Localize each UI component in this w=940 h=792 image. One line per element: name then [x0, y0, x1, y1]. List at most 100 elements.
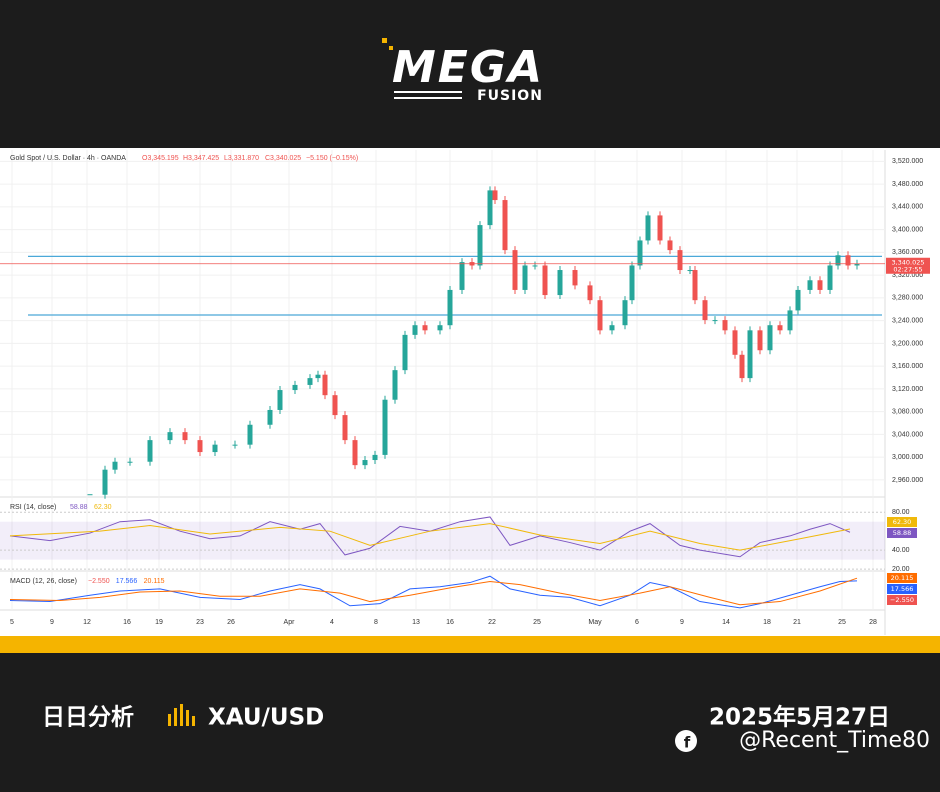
x-tick-label: 9 — [680, 619, 684, 626]
facebook-icon — [675, 730, 697, 752]
y-tick-label: 3,520.000 — [892, 158, 923, 165]
y-tick-label: 3,040.000 — [892, 431, 923, 438]
price-label: 3,340.025 — [891, 258, 924, 266]
x-tick-label: 4 — [330, 619, 334, 626]
candle — [687, 270, 693, 272]
y-tick-label: 3,320.000 — [892, 272, 923, 279]
chart-title: Gold Spot / U.S. Dollar · 4h · OANDA — [10, 155, 126, 162]
candle — [827, 265, 833, 290]
chart-panel — [0, 148, 940, 636]
x-tick-label: May — [588, 619, 602, 626]
candle — [787, 310, 793, 331]
legend-value: 62.30 — [94, 504, 112, 511]
x-tick-label: 18 — [763, 619, 771, 626]
candle — [767, 325, 773, 351]
candle — [657, 215, 663, 241]
y-tick-label: 3,440.000 — [892, 204, 923, 211]
candle — [712, 320, 718, 322]
value-box-label: 58.88 — [893, 529, 912, 537]
candle — [622, 300, 628, 326]
candle — [522, 265, 528, 290]
indicator-title: MACD (12, 26, close) — [10, 578, 77, 585]
candle — [232, 444, 238, 446]
candle — [459, 262, 465, 290]
logo-sub: FUSION — [477, 88, 543, 104]
candle — [807, 280, 813, 290]
candle — [557, 270, 563, 296]
value-box-label: −2.550 — [890, 596, 914, 604]
value-box-label: 17.566 — [891, 585, 914, 593]
candle — [845, 255, 851, 266]
y-tick-label: 3,240.000 — [892, 317, 923, 324]
legend-value: 58.88 — [70, 504, 88, 511]
candle — [795, 289, 801, 311]
candle — [747, 330, 753, 379]
x-tick-label: 21 — [793, 619, 801, 626]
ohlc-value: O3,345.195 — [142, 155, 179, 162]
candle — [447, 289, 453, 326]
top-banner — [0, 0, 940, 148]
x-tick-label: 28 — [869, 619, 877, 626]
legend-value: −2.550 — [88, 578, 110, 585]
x-tick-label: 16 — [123, 619, 131, 626]
candle — [267, 409, 273, 425]
candle — [702, 300, 708, 321]
y-tick-label: 3,120.000 — [892, 386, 923, 393]
candle — [382, 399, 388, 455]
value-box — [887, 517, 917, 527]
x-tick-label: 12 — [83, 619, 91, 626]
x-tick-label: 14 — [722, 619, 730, 626]
legend-value: 20.115 — [144, 578, 165, 585]
x-tick-label: 23 — [196, 619, 204, 626]
candle — [637, 240, 643, 266]
candle — [87, 494, 93, 496]
candle — [587, 285, 593, 301]
candle — [502, 200, 508, 251]
candle — [492, 190, 498, 201]
x-tick-label: 19 — [155, 619, 163, 626]
indicator-line — [9, 575, 858, 609]
candle — [487, 190, 493, 226]
y-tick-label: 3,360.000 — [892, 249, 923, 256]
y-tick-label: 3,200.000 — [892, 340, 923, 347]
x-tick-label: Apr — [284, 619, 296, 626]
candle — [127, 461, 133, 463]
candle — [102, 469, 108, 495]
ohlc-value: C3,340.025 — [265, 155, 301, 162]
candle — [609, 325, 615, 331]
x-tick-label: 13 — [412, 619, 420, 626]
candle — [512, 250, 518, 290]
logo-dot — [389, 46, 393, 50]
bar-icon — [168, 704, 195, 726]
y-tick-label: 3,400.000 — [892, 226, 923, 233]
ohlc-value: −5.150 (−0.15%) — [306, 155, 358, 162]
logo-dot — [382, 38, 387, 43]
countdown: 02:27:55 — [893, 265, 922, 273]
candle — [247, 424, 253, 445]
candle — [677, 250, 683, 271]
value-box — [887, 595, 917, 605]
accent-stripe — [0, 636, 940, 653]
candle — [739, 354, 745, 379]
x-tick-label: 16 — [446, 619, 454, 626]
candle — [167, 432, 173, 441]
value-box — [887, 584, 917, 594]
ohlc-value: L3,331.870 — [224, 155, 259, 162]
rsi-band — [0, 521, 885, 560]
candle — [332, 395, 338, 416]
candle — [112, 461, 118, 470]
ohlc-value: H3,347.425 — [183, 155, 219, 162]
y-tick-label: 3,080.000 — [892, 409, 923, 416]
footer-title: 日日分析 — [42, 705, 134, 731]
y-tick-label: 80.00 — [892, 509, 910, 516]
y-tick-label: 20.00 — [892, 566, 910, 573]
y-tick-label: 40.00 — [892, 547, 910, 554]
x-tick-label: 5 — [10, 619, 14, 626]
x-tick-label: 26 — [227, 619, 235, 626]
y-tick-label: 3,480.000 — [892, 181, 923, 188]
candle — [147, 440, 153, 462]
indicator-line — [9, 577, 858, 606]
candle — [402, 334, 408, 371]
candle — [212, 444, 218, 453]
